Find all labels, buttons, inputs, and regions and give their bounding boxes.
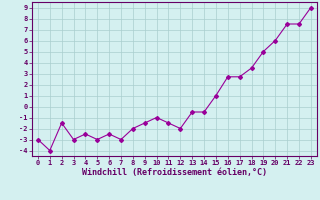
X-axis label: Windchill (Refroidissement éolien,°C): Windchill (Refroidissement éolien,°C)	[82, 168, 267, 177]
